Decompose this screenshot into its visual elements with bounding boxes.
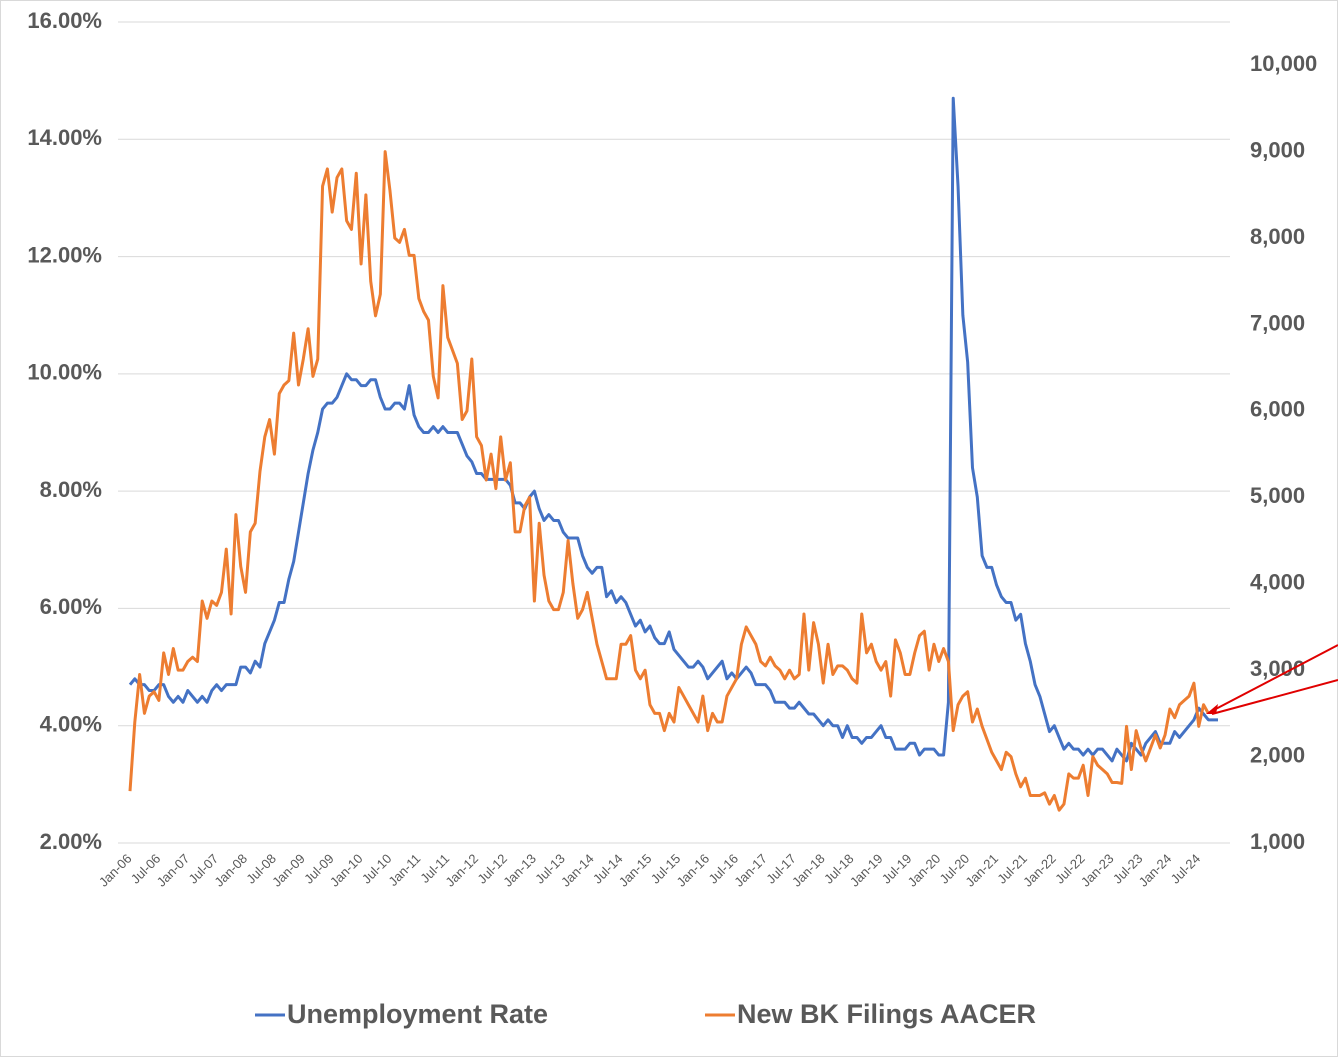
y2-tick-label: 2,000 [1250, 742, 1305, 767]
y2-tick-label: 9,000 [1250, 137, 1305, 162]
y-tick-label: 6.00% [40, 594, 102, 619]
y2-tick-label: 8,000 [1250, 224, 1305, 249]
annotation-arrows [1206, 644, 1338, 715]
y-tick-label: 16.00% [27, 8, 102, 33]
y-tick-label: 12.00% [27, 242, 102, 267]
legend-label: New BK Filings AACER [737, 999, 1036, 1029]
legend-label: Unemployment Rate [287, 999, 548, 1029]
y-tick-label: 4.00% [40, 712, 102, 737]
series-line [128, 150, 1210, 812]
y-tick-label: 8.00% [40, 477, 102, 502]
y2-tick-label: 1,000 [1250, 829, 1305, 854]
y2-tick-label: 4,000 [1250, 570, 1305, 595]
y-tick-label: 2.00% [40, 829, 102, 854]
y2-tick-label: 6,000 [1250, 397, 1305, 422]
y2-tick-label: 5,000 [1250, 483, 1305, 508]
y2-tick-label: 10,000 [1250, 51, 1317, 76]
y2-tick-label: 7,000 [1250, 310, 1305, 335]
series-line [128, 96, 1218, 763]
y-tick-label: 14.00% [27, 125, 102, 150]
y-tick-label: 10.00% [27, 360, 102, 385]
